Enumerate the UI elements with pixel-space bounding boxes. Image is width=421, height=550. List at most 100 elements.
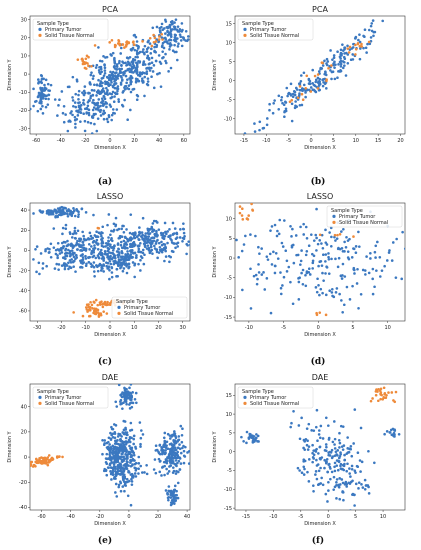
point-primary-tumor <box>100 60 104 63</box>
point-primary-tumor <box>152 64 156 67</box>
point-primary-tumor <box>373 250 377 254</box>
point-primary-tumor <box>100 238 103 241</box>
point-primary-tumor <box>45 264 48 268</box>
point-primary-tumor <box>290 119 294 123</box>
panel-caption: (a) <box>98 176 112 187</box>
point-primary-tumor <box>72 207 75 210</box>
point-primary-tumor <box>136 44 140 48</box>
point-primary-tumor <box>103 71 107 75</box>
x-tick-label: -5 <box>281 325 286 331</box>
point-primary-tumor <box>44 105 48 109</box>
legend-marker <box>243 395 247 399</box>
point-primary-tumor <box>140 231 144 234</box>
point-primary-tumor <box>357 230 360 234</box>
point-primary-tumor <box>317 84 321 87</box>
legend-marker <box>243 33 247 38</box>
x-tick-label: 5 <box>351 325 354 331</box>
y-tick-label: 30 <box>21 17 27 23</box>
y-tick-label: -40 <box>19 505 27 511</box>
point-primary-tumor <box>122 467 126 471</box>
point-primary-tumor <box>296 466 300 470</box>
point-primary-tumor <box>61 246 65 250</box>
point-primary-tumor <box>139 442 142 446</box>
point-primary-tumor <box>242 439 245 443</box>
plot-frame <box>234 202 406 322</box>
point-primary-tumor <box>89 96 92 100</box>
point-primary-tumor <box>68 231 72 234</box>
point-primary-tumor <box>245 430 249 434</box>
point-primary-tumor <box>106 255 109 259</box>
point-primary-tumor <box>129 90 133 94</box>
point-primary-tumor <box>249 433 252 436</box>
point-primary-tumor <box>338 441 342 445</box>
point-primary-tumor <box>300 271 303 275</box>
point-solid-tissue-normal <box>81 62 85 66</box>
y-tick-label: -5 <box>227 468 232 474</box>
point-primary-tumor <box>324 260 327 263</box>
point-primary-tumor <box>125 255 128 259</box>
point-primary-tumor <box>343 458 347 462</box>
point-primary-tumor <box>107 265 111 268</box>
point-primary-tumor <box>73 226 77 230</box>
point-primary-tumor <box>351 46 355 49</box>
point-primary-tumor <box>73 101 77 104</box>
point-solid-tissue-normal <box>61 455 64 459</box>
point-primary-tumor <box>307 267 311 271</box>
point-primary-tumor <box>343 453 346 457</box>
point-primary-tumor <box>164 446 168 449</box>
point-primary-tumor <box>119 481 123 485</box>
point-primary-tumor <box>106 120 110 124</box>
point-primary-tumor <box>117 253 121 257</box>
point-primary-tumor <box>121 407 124 410</box>
point-primary-tumor <box>100 97 104 100</box>
point-primary-tumor <box>302 222 305 226</box>
point-primary-tumor <box>183 235 186 238</box>
point-primary-tumor <box>333 60 336 64</box>
point-primary-tumor <box>128 403 131 406</box>
point-primary-tumor <box>311 68 315 72</box>
point-primary-tumor <box>369 251 372 255</box>
point-primary-tumor <box>82 234 85 238</box>
point-primary-tumor <box>169 234 172 237</box>
point-primary-tumor <box>162 237 166 241</box>
point-primary-tumor <box>126 68 130 71</box>
point-primary-tumor <box>182 237 186 240</box>
point-primary-tumor <box>305 249 309 253</box>
point-primary-tumor <box>76 239 79 243</box>
point-primary-tumor <box>335 481 338 484</box>
point-solid-tissue-normal <box>378 389 382 393</box>
point-primary-tumor <box>327 424 330 427</box>
point-primary-tumor <box>129 447 133 451</box>
point-primary-tumor <box>271 111 275 115</box>
point-primary-tumor <box>38 272 41 276</box>
point-primary-tumor <box>273 271 277 275</box>
y-tick-label: -20 <box>19 480 27 486</box>
point-primary-tumor <box>99 104 102 108</box>
point-primary-tumor <box>126 494 130 498</box>
point-primary-tumor <box>341 481 345 485</box>
point-primary-tumor <box>237 158 240 161</box>
legend-title: Sample Type <box>331 208 363 214</box>
point-primary-tumor <box>115 250 119 253</box>
point-primary-tumor <box>302 465 306 469</box>
point-primary-tumor <box>150 242 154 245</box>
point-solid-tissue-normal <box>84 57 88 61</box>
point-primary-tumor <box>173 27 177 31</box>
x-tick-label: 10 <box>131 325 137 331</box>
point-primary-tumor <box>343 64 346 67</box>
point-primary-tumor <box>93 83 96 87</box>
point-primary-tumor <box>169 503 173 507</box>
point-primary-tumor <box>291 243 295 247</box>
point-primary-tumor <box>124 236 127 240</box>
point-primary-tumor <box>374 244 378 248</box>
point-primary-tumor <box>260 247 263 250</box>
point-solid-tissue-normal <box>88 305 92 309</box>
point-primary-tumor <box>265 123 269 127</box>
point-primary-tumor <box>139 445 142 448</box>
point-primary-tumor <box>326 470 329 474</box>
point-primary-tumor <box>342 303 346 307</box>
point-primary-tumor <box>65 264 69 267</box>
point-primary-tumor <box>113 259 117 263</box>
point-primary-tumor <box>338 477 342 480</box>
point-primary-tumor <box>352 442 355 445</box>
